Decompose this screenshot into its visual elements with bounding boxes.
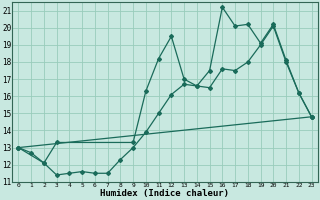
X-axis label: Humidex (Indice chaleur): Humidex (Indice chaleur) <box>100 189 229 198</box>
